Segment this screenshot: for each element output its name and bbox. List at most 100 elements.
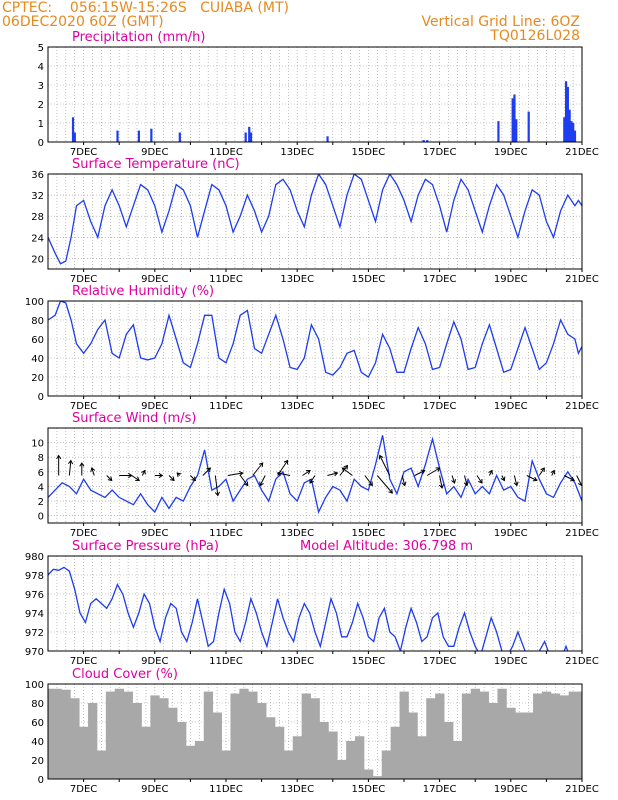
- y-tick-label: 0: [38, 138, 44, 149]
- panel-5: Cloud Cover (%) 0 20 40 60 80 100 7DEC 9DEC 11DEC…: [25, 667, 599, 795]
- cloud-bar: [390, 726, 400, 779]
- wind-arrow: [364, 475, 373, 487]
- cloud-bar: [141, 726, 151, 779]
- y-tick-label: 100: [25, 680, 44, 691]
- x-tick-label: 17DEC: [423, 274, 457, 285]
- y-tick-label: 20: [31, 254, 44, 265]
- y-tick-label: 100: [25, 297, 44, 308]
- panel-2: Relative Humidity (%) 0 20 40 60 80 100 7DEC 9DE…: [25, 284, 599, 412]
- cloud-bar: [105, 691, 116, 779]
- wind-arrow: [106, 475, 113, 482]
- cloud-bar: [70, 698, 80, 779]
- y-tick-label: 978: [25, 571, 44, 582]
- series-line: [48, 566, 569, 651]
- wind-arrow: [141, 469, 146, 476]
- plot-frame: [47, 683, 583, 780]
- cloud-bar: [221, 750, 231, 779]
- panel-0: Precipitation (mm/h) 0 1 2 3 4 5 7DEC 9DEC 11DEC 1…: [38, 30, 599, 158]
- cloud-bar: [132, 703, 142, 779]
- wind-arrow: [202, 467, 212, 476]
- precip-bar: [422, 140, 425, 142]
- wind-arrow: [168, 475, 175, 482]
- precip-bar: [513, 94, 516, 142]
- precip-bar: [71, 117, 75, 142]
- precip-bar: [573, 130, 577, 142]
- x-tick-label: 17DEC: [423, 656, 457, 667]
- x-tick-label: 13DEC: [280, 401, 314, 412]
- series-group: [48, 301, 582, 378]
- cloud-bar: [266, 717, 276, 779]
- x-tick-label: 11DEC: [209, 528, 243, 539]
- wind-arrow: [463, 475, 469, 487]
- wind-arrow: [376, 475, 393, 494]
- y-tick-label: 20: [31, 756, 44, 767]
- y-tick-label: 972: [25, 628, 44, 639]
- cloud-bar: [417, 736, 427, 779]
- precip-bar: [515, 119, 518, 142]
- x-tick-label: 21DEC: [565, 401, 599, 412]
- header-station: CPTEC: 056:15W-15:26S CUIABA (MT): [2, 0, 289, 16]
- y-tick-label: 32: [31, 191, 44, 202]
- y-tick-label: 4: [38, 482, 44, 493]
- series-group: [48, 435, 582, 514]
- cloud-bar: [248, 691, 258, 779]
- cloud-bar: [372, 776, 383, 779]
- y-tick-label: 80: [31, 699, 44, 710]
- wind-arrow: [227, 470, 244, 477]
- precip-bar: [563, 117, 566, 142]
- cloud-bar: [257, 703, 267, 779]
- cloud-bar: [381, 750, 392, 779]
- series-line: [48, 301, 582, 378]
- cloud-bar: [203, 691, 214, 779]
- cloud-bar: [168, 707, 178, 779]
- x-tick-label: 21DEC: [565, 147, 599, 158]
- x-tick-label: 19DEC: [494, 528, 528, 539]
- y-tick-label: 60: [31, 718, 44, 729]
- x-tick-label: 9DEC: [141, 401, 168, 412]
- wind-arrow: [550, 469, 556, 476]
- wind-arrow: [451, 475, 457, 484]
- x-tick-label: 13DEC: [280, 784, 314, 795]
- precip-bar: [249, 132, 253, 142]
- wind-arrow: [90, 467, 96, 476]
- precip-bar: [426, 140, 429, 142]
- cloud-bar: [337, 760, 347, 779]
- y-tick-label: 1: [38, 119, 44, 130]
- y-tick-label: 2: [38, 100, 44, 111]
- wind-arrow: [526, 475, 538, 482]
- plot-frame: [47, 300, 583, 397]
- x-tick-label: 15DEC: [352, 274, 386, 285]
- plot-area: [48, 47, 582, 142]
- wind-arrow: [309, 475, 316, 484]
- wind-arrow: [56, 454, 62, 476]
- cloud-bar: [230, 693, 240, 779]
- x-tick-label: 13DEC: [280, 147, 314, 158]
- y-tick-label: 2: [38, 497, 44, 508]
- precip-bar: [568, 109, 571, 142]
- x-tick-label: 15DEC: [352, 401, 386, 412]
- y-tick-label: 6: [38, 468, 44, 479]
- x-tick-label: 7DEC: [70, 401, 97, 412]
- cloud-bar: [550, 693, 561, 779]
- cloud-bar: [194, 741, 205, 779]
- wind-arrow: [252, 462, 264, 476]
- precip-bar: [248, 126, 251, 142]
- cloud-bar: [524, 712, 534, 779]
- x-tick-label: 19DEC: [494, 656, 528, 667]
- y-tick-label: 80: [31, 316, 44, 327]
- y-tick-label: 20: [31, 373, 44, 384]
- wind-arrow: [341, 467, 353, 476]
- wind-arrow: [239, 475, 249, 487]
- y-tick-label: 24: [31, 233, 44, 244]
- wind-arrow: [79, 462, 85, 476]
- panel-3: Surface Wind (m/s) 0 2 4 6 8 10 7DEC 9DEC 11DEC 13…: [31, 411, 599, 539]
- cloud-bar: [283, 750, 294, 779]
- precip-bar: [570, 121, 573, 142]
- cloud-bar: [114, 688, 125, 779]
- precip-bar: [150, 128, 153, 142]
- wind-arrow: [259, 475, 266, 487]
- y-tick-label: 5: [38, 43, 44, 54]
- x-tick-label: 21DEC: [565, 784, 599, 795]
- panel-title: Surface Wind (m/s): [72, 411, 196, 426]
- cloud-bar: [497, 688, 507, 779]
